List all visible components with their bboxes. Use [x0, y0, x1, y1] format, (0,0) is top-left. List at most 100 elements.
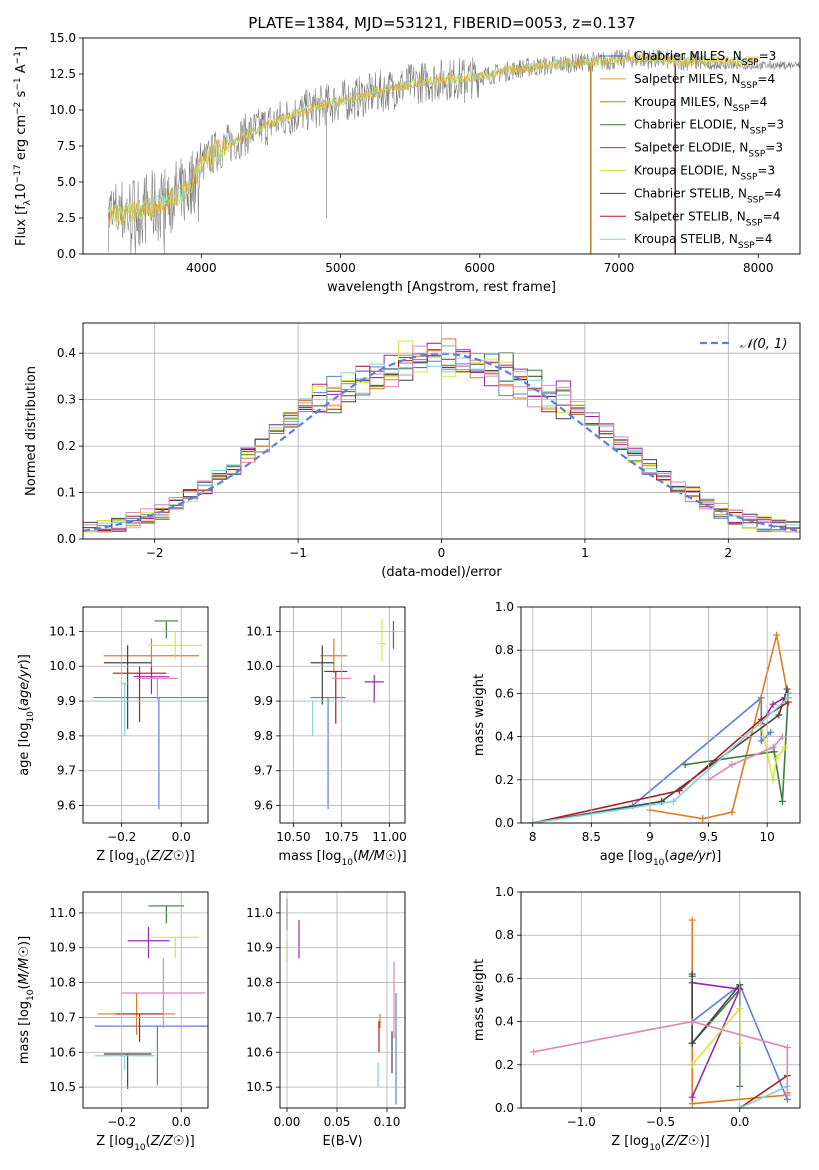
legend-entry: Chabrier ELODIE, NSSP=3 [634, 118, 784, 137]
point-marker [688, 1039, 696, 1047]
y-tick-label: 11.0 [246, 906, 273, 920]
point-marker [530, 1048, 538, 1056]
x-tick-label: −0.2 [107, 830, 136, 844]
y-tick-label: 10.6 [49, 1045, 76, 1059]
panel-weight-vs-Z: −1.0 −0.5 0.0 0.0 0.2 0.4 0.6 0.8 1.0 Z [log10(Z/… [472, 885, 801, 1153]
x-tick-label: 8000 [743, 261, 774, 275]
x-tick-label: 4000 [186, 261, 217, 275]
x-tick-label: 5000 [325, 261, 356, 275]
x-tick-label: 6000 [465, 261, 496, 275]
point-marker [773, 754, 781, 762]
axes-frame [82, 322, 801, 540]
y-axis-label: mass weight [472, 674, 487, 756]
x-tick-label: 8.5 [582, 830, 601, 844]
legend-entry: Salpeter STELIB, NSSP=4 [634, 209, 780, 228]
x-tick-label: 10 [760, 830, 775, 844]
panel-mass-vs-Z: −0.2 0.0 10.5 10.6 10.7 10.8 10.9 11.0 Z [log10(… [17, 891, 209, 1153]
y-tick-label: 11.0 [49, 906, 76, 920]
x-tick-label: 7000 [604, 261, 635, 275]
panel-weight-vs-age: 8 8.5 9 9.5 10 0.0 0.2 0.4 0.6 0.8 1.0 age [log10(a… [472, 600, 801, 868]
y-tick-label: 10.0 [49, 659, 76, 673]
y-tick-label: 10.5 [49, 1080, 76, 1094]
series-line [532, 701, 789, 823]
y-axis-label: mass weight [472, 959, 487, 1041]
y-tick-label: 0.8 [495, 643, 514, 657]
legend-entry: Kroupa STELIB, NSSP=4 [634, 232, 772, 251]
x-tick-label: 0.0 [172, 830, 191, 844]
x-tick-label: 0.0 [730, 1115, 749, 1129]
x-tick-label: 9 [646, 830, 654, 844]
x-tick-label: 0 [438, 546, 446, 560]
y-tick-label: 10.1 [49, 624, 76, 638]
axes-frame [82, 606, 209, 824]
y-tick-label: 9.6 [57, 799, 76, 813]
series-line [532, 697, 789, 823]
point-marker [783, 685, 791, 693]
x-tick-label: −0.5 [646, 1115, 675, 1129]
y-tick-label: 12.5 [49, 67, 76, 81]
axes-frame [279, 891, 406, 1109]
y-tick-label: 0.0 [495, 816, 514, 830]
y-tick-label: 15.0 [49, 31, 76, 45]
axes-frame [82, 37, 801, 255]
plot-area [310, 619, 395, 810]
point-marker [688, 1100, 696, 1108]
x-axis-label: (data-model)/error [381, 565, 502, 580]
y-axis-label: Flux [fλ10−17 erg cm−2 s−1 A−1] [13, 46, 33, 246]
legend-entry: Kroupa MILES, NSSP=4 [634, 95, 767, 114]
y-tick-label: 0.4 [57, 346, 76, 360]
y-tick-label: 9.7 [57, 764, 76, 778]
y-tick-label: 9.9 [57, 694, 76, 708]
point-marker [757, 737, 765, 745]
y-tick-label: 9.9 [254, 694, 273, 708]
x-tick-label: 0.10 [374, 1115, 401, 1129]
y-tick-label: 7.5 [57, 139, 76, 153]
point-marker [784, 694, 792, 702]
x-tick-label: 0.05 [324, 1115, 351, 1129]
point-marker [699, 815, 707, 823]
y-tick-label: 0.1 [57, 486, 76, 500]
y-tick-label: 0.4 [495, 1015, 514, 1029]
y-tick-label: 0.6 [495, 686, 514, 700]
x-tick-label: 0.0 [172, 1115, 191, 1129]
series-line [739, 1074, 788, 1108]
y-tick-label: 10.7 [49, 1010, 76, 1024]
y-axis-label: Normed distribution [24, 366, 39, 496]
point-marker [783, 1091, 791, 1099]
x-axis-label: Z [log10(Z/Z☉)] [96, 1134, 194, 1153]
x-axis-label: wavelength [Angstrom, rest frame] [327, 280, 556, 295]
x-axis-label: age [log10(age/yr)] [600, 849, 722, 868]
x-axis-label: Z [log10(Z/Z☉)] [611, 1134, 709, 1153]
legend-entry: Salpeter ELODIE, NSSP=3 [634, 141, 783, 160]
y-tick-label: 10.9 [246, 941, 273, 955]
x-tick-label: 11.00 [372, 830, 406, 844]
legend-entry: Chabrier STELIB, NSSP=4 [634, 186, 782, 205]
y-tick-label: 9.7 [254, 764, 273, 778]
y-tick-label: 0.2 [57, 439, 76, 453]
x-tick-label: −1.0 [567, 1115, 596, 1129]
plot-area [286, 898, 397, 1105]
y-tick-label: 9.6 [254, 799, 273, 813]
axes-frame [82, 891, 209, 1109]
plot-area [93, 620, 208, 810]
panel-age-vs-mass: 10.50 10.75 11.00 9.6 9.7 9.8 9.9 10.0 10.1 mass … [246, 606, 407, 868]
y-tick-label: 9.8 [57, 729, 76, 743]
point-marker [728, 808, 736, 816]
y-tick-label: 0.0 [57, 247, 76, 261]
y-tick-label: 5.0 [57, 175, 76, 189]
point-marker [688, 970, 696, 978]
y-tick-label: 10.6 [246, 1045, 273, 1059]
x-tick-label: −2 [146, 546, 164, 560]
y-tick-label: 10.0 [246, 659, 273, 673]
series-line [739, 1085, 788, 1108]
y-tick-label: 10.0 [49, 103, 76, 117]
point-marker [728, 761, 736, 769]
figure-title: PLATE=1384, MJD=53121, FIBERID=0053, z=0… [248, 14, 635, 32]
point-marker [783, 1044, 791, 1052]
series-line [691, 981, 741, 1098]
y-tick-label: 0.4 [495, 730, 514, 744]
x-tick-label: −1 [289, 546, 307, 560]
y-tick-label: 0.0 [57, 532, 76, 546]
legend-entry: Kroupa ELODIE, NSSP=3 [634, 164, 775, 183]
